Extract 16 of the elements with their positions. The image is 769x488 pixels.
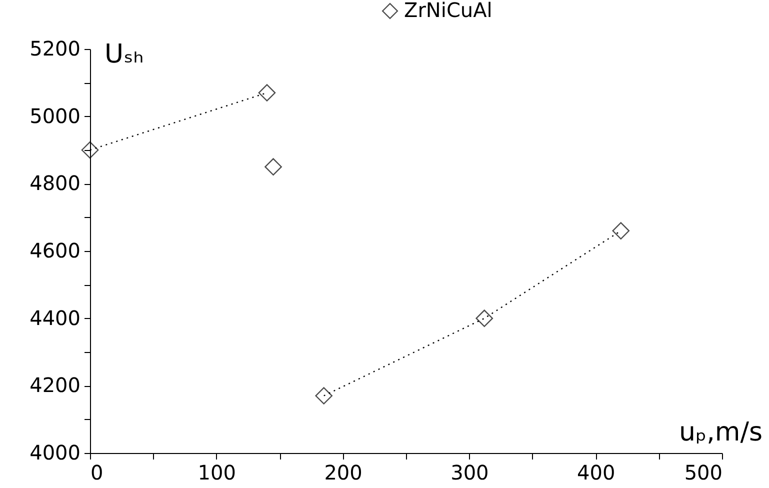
y-tick-label: 4000 bbox=[30, 440, 80, 464]
legend-label: ZrNiCuAl bbox=[404, 0, 492, 22]
y-tick-label: 5000 bbox=[30, 104, 80, 128]
x-tick-label: 200 bbox=[324, 460, 362, 484]
x-tick-label: 100 bbox=[198, 460, 236, 484]
y-tick-label: 4800 bbox=[30, 171, 80, 196]
x-tick-label: 0 bbox=[90, 460, 104, 484]
x-tick-label: 300 bbox=[450, 460, 489, 484]
x-tick-label: 400 bbox=[577, 460, 616, 484]
y-tick-label: 4200 bbox=[30, 373, 80, 398]
y-tick-label: 4600 bbox=[30, 238, 80, 262]
y-tick-label: 5200 bbox=[30, 36, 80, 60]
x-axis-title: uₚ,m/s bbox=[678, 418, 762, 448]
x-tick-label: 500 bbox=[684, 460, 722, 484]
y-axis-title: Uₛₕ bbox=[104, 40, 144, 70]
y-tick-label: 4400 bbox=[30, 306, 80, 330]
